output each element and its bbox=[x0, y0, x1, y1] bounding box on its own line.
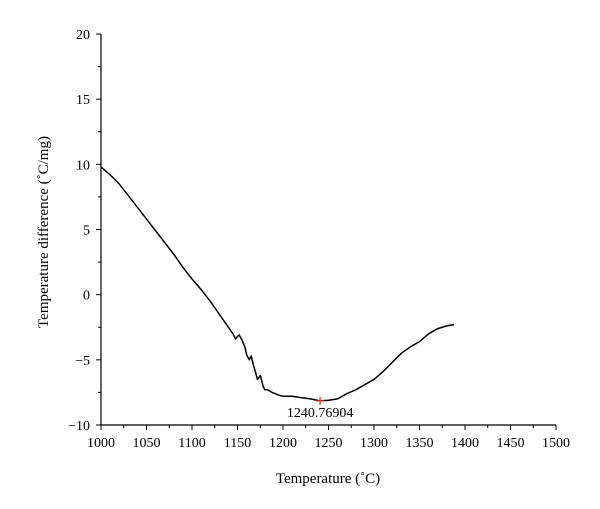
y-tick-label: −5 bbox=[75, 354, 90, 369]
x-tick-label: 1150 bbox=[224, 436, 251, 451]
x-tick-label: 1400 bbox=[451, 436, 479, 451]
y-tick-label: 15 bbox=[76, 93, 90, 108]
y-tick-label: 10 bbox=[76, 158, 90, 173]
series-layer bbox=[100, 166, 455, 402]
x-tick-label: 1350 bbox=[406, 436, 434, 451]
x-tick-label: 1200 bbox=[269, 436, 297, 451]
x-tick-label: 1000 bbox=[87, 436, 115, 451]
tick-marks bbox=[96, 33, 557, 430]
x-tick-label: 1500 bbox=[542, 436, 570, 451]
axes bbox=[100, 34, 556, 426]
x-tick-label: 1450 bbox=[497, 436, 525, 451]
x-tick-label: 1050 bbox=[133, 436, 161, 451]
x-tick-label: 1300 bbox=[360, 436, 388, 451]
tick-labels: 1000 1050 1100 1150 1200 1250 1300 1350 1400 1450… bbox=[68, 28, 570, 451]
y-axis-title: Temperature difference (˚C/mg) bbox=[36, 136, 52, 328]
y-tick-label: 5 bbox=[83, 224, 90, 239]
y-tick-label: 20 bbox=[76, 28, 90, 43]
y-tick-label: −10 bbox=[68, 419, 90, 434]
min-point-marker bbox=[316, 396, 325, 405]
x-tick-label: 1250 bbox=[315, 436, 343, 451]
annotations-layer: 1240.76904 bbox=[287, 396, 354, 421]
x-tick-label: 1100 bbox=[178, 436, 205, 451]
series-line bbox=[100, 166, 455, 402]
y-tick-label: 0 bbox=[83, 289, 90, 304]
min-point-label: 1240.76904 bbox=[287, 406, 354, 421]
x-axis-title: Temperature (˚C) bbox=[276, 471, 380, 487]
